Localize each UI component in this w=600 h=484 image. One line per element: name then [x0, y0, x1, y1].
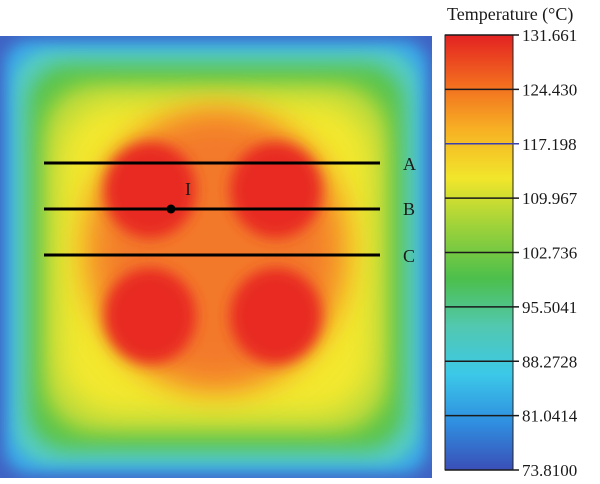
colorbar-title: Temperature (°C): [447, 4, 573, 25]
measurement-lines: A B C: [44, 154, 416, 266]
line-b-label: B: [403, 199, 415, 219]
hotspot-top-right: [230, 142, 322, 238]
colorbar: Temperature (°C) 131.661 124.430 117.198 10…: [444, 4, 578, 480]
colorbar-tick-label: 73.8100: [522, 461, 577, 480]
colorbar-tick-label: 88.2728: [522, 352, 577, 371]
point-i-label: I: [185, 179, 191, 199]
hotspot-bottom-right: [230, 268, 322, 364]
colorbar-ticks: 131.661 124.430 117.198 109.967 102.736 95.50…: [445, 26, 578, 480]
hotspot-top-left: [104, 142, 196, 238]
hotspot-bottom-left: [104, 268, 196, 364]
colorbar-tick-label: 131.661: [522, 26, 577, 45]
colorbar-tick-label: 117.198: [522, 135, 577, 154]
line-c-label: C: [403, 246, 415, 266]
colorbar-tick-label: 124.430: [522, 80, 577, 99]
colorbar-tick-label: 95.5041: [522, 298, 577, 317]
line-a-label: A: [403, 154, 416, 174]
heatmap-field: [0, 36, 432, 478]
point-i-marker: [166, 204, 176, 214]
colorbar-tick-label: 81.0414: [522, 407, 578, 426]
colorbar-tick-label: 109.967: [522, 189, 578, 208]
colorbar-tick-label: 102.736: [522, 244, 577, 263]
point-i: I: [166, 179, 191, 214]
